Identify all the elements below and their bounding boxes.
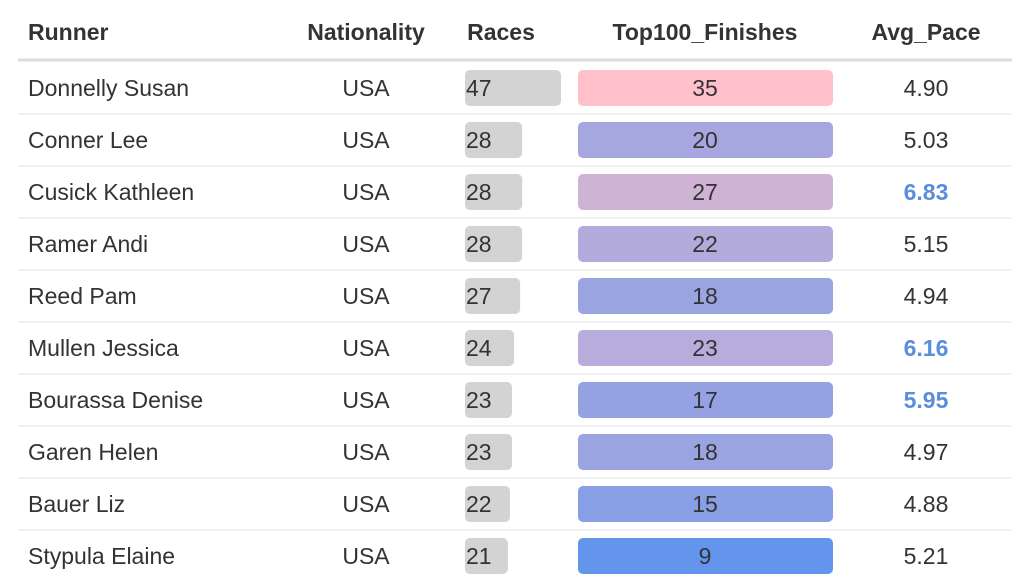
- races-bar: [465, 70, 561, 106]
- top100-value: 9: [699, 543, 712, 569]
- races-value: 23: [466, 387, 492, 413]
- races-bar: [465, 434, 512, 470]
- runner-name: Donnelly Susan: [28, 75, 189, 101]
- races-value: 27: [466, 283, 492, 309]
- races-bar: [465, 226, 523, 262]
- nationality-cell: USA: [342, 179, 390, 205]
- top100-cell-bg: [578, 226, 833, 262]
- races-value: 22: [466, 491, 492, 517]
- nationality-cell: USA: [342, 127, 390, 153]
- header-races: Races: [467, 19, 535, 45]
- races-value: 47: [466, 75, 492, 101]
- table-row: Stypula Elaine USA 21 9 5.21: [18, 529, 1012, 574]
- table-row: Cusick Kathleen USA 28 27 6.83: [18, 165, 1012, 210]
- races-value: 28: [466, 179, 492, 205]
- nationality-cell: USA: [342, 439, 390, 465]
- avg-pace-value: 5.21: [904, 543, 949, 569]
- races-value: 24: [466, 335, 492, 361]
- nationality-cell: USA: [342, 283, 390, 309]
- avg-pace-value: 4.97: [904, 439, 949, 465]
- top100-cell-bg: [578, 382, 833, 418]
- top100-value: 17: [692, 387, 718, 413]
- header-top100-finishes: Top100_Finishes: [613, 19, 798, 45]
- runner-name: Conner Lee: [28, 127, 148, 153]
- avg-pace-value: 4.90: [904, 75, 949, 101]
- table-row: Bourassa Denise USA 23 17 5.95: [18, 373, 1012, 418]
- runner-name: Reed Pam: [28, 283, 137, 309]
- runner-name: Ramer Andi: [28, 231, 148, 257]
- runner-name: Stypula Elaine: [28, 543, 175, 569]
- avg-pace-value: 4.94: [904, 283, 949, 309]
- table-body: Donnelly Susan USA 47 35 4.90 Conner Lee USA 28…: [18, 70, 1012, 574]
- top100-cell-bg: [578, 70, 833, 106]
- table-row: Ramer Andi USA 28 22 5.15: [18, 217, 1012, 262]
- runner-name: Bourassa Denise: [28, 387, 203, 413]
- table-row: Mullen Jessica USA 24 23 6.16: [18, 321, 1012, 366]
- table-row: Conner Lee USA 28 20 5.03: [18, 113, 1012, 158]
- top100-value: 18: [692, 439, 718, 465]
- races-bar: [465, 538, 508, 574]
- races-value: 23: [466, 439, 492, 465]
- races-bar: [465, 278, 521, 314]
- avg-pace-value: 5.15: [904, 231, 949, 257]
- races-value: 28: [466, 231, 492, 257]
- table-row: Garen Helen USA 23 18 4.97: [18, 425, 1012, 470]
- races-bar: [465, 486, 510, 522]
- top100-value: 15: [692, 491, 718, 517]
- avg-pace-value: 6.83: [904, 179, 949, 205]
- header-runner: Runner: [28, 19, 109, 45]
- top100-cell-bg: [578, 174, 833, 210]
- runner-name: Garen Helen: [28, 439, 158, 465]
- top100-cell-bg: [578, 434, 833, 470]
- nationality-cell: USA: [342, 231, 390, 257]
- races-bar: [465, 174, 523, 210]
- nationality-cell: USA: [342, 335, 390, 361]
- runner-name: Mullen Jessica: [28, 335, 179, 361]
- top100-cell-bg: [578, 486, 833, 522]
- table-row: Donnelly Susan USA 47 35 4.90: [28, 70, 948, 106]
- header-nationality: Nationality: [307, 19, 425, 45]
- nationality-cell: USA: [342, 491, 390, 517]
- races-value: 21: [466, 543, 492, 569]
- races-bar: [465, 330, 515, 366]
- top100-cell-bg: [578, 538, 833, 574]
- avg-pace-value: 5.03: [904, 127, 949, 153]
- nationality-cell: USA: [342, 543, 390, 569]
- races-bar: [465, 122, 523, 158]
- races-bar: [465, 382, 512, 418]
- top100-cell-bg: [578, 122, 833, 158]
- top100-value: 22: [692, 231, 718, 257]
- runner-name: Bauer Liz: [28, 491, 125, 517]
- avg-pace-value: 6.16: [904, 335, 949, 361]
- nationality-cell: USA: [342, 387, 390, 413]
- table-header: Runner Nationality Races Top100_Finishes…: [28, 19, 981, 45]
- header-avg-pace: Avg_Pace: [871, 19, 980, 45]
- avg-pace-value: 4.88: [904, 491, 949, 517]
- top100-value: 27: [692, 179, 718, 205]
- runner-name: Cusick Kathleen: [28, 179, 194, 205]
- nationality-cell: USA: [342, 75, 390, 101]
- top100-value: 35: [692, 75, 718, 101]
- races-value: 28: [466, 127, 492, 153]
- top100-value: 20: [692, 127, 718, 153]
- top100-cell-bg: [578, 330, 833, 366]
- top100-value: 18: [692, 283, 718, 309]
- top100-value: 23: [692, 335, 718, 361]
- avg-pace-value: 5.95: [904, 387, 949, 413]
- top100-cell-bg: [578, 278, 833, 314]
- table-row: Bauer Liz USA 22 15 4.88: [18, 477, 1012, 522]
- table-row: Reed Pam USA 27 18 4.94: [18, 269, 1012, 314]
